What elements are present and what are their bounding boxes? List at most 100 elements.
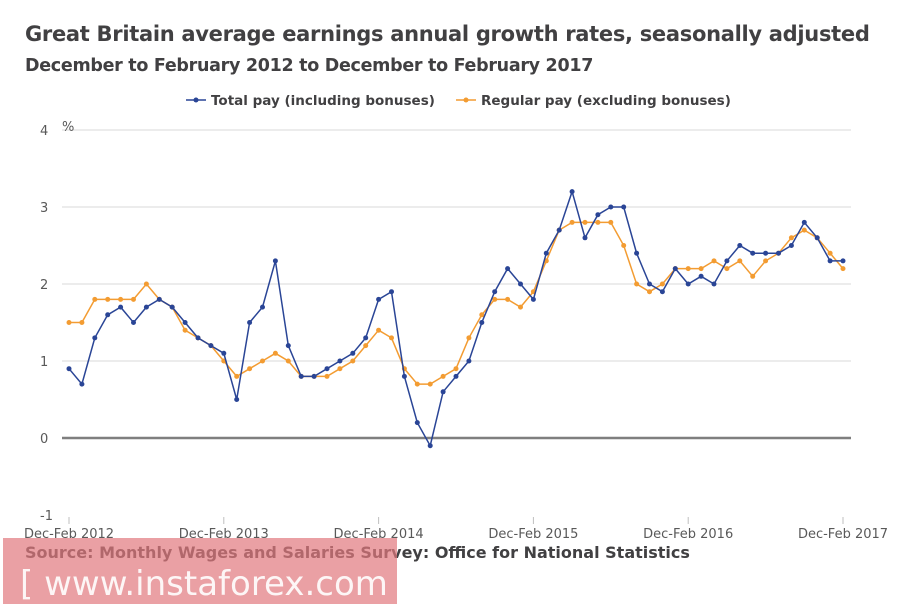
data-point — [698, 266, 704, 272]
watermark-box — [3, 538, 397, 604]
data-point — [414, 381, 420, 387]
legend-item-regular-pay: Regular pay (excluding bonuses) — [456, 93, 731, 109]
data-point — [737, 258, 743, 264]
data-point — [363, 343, 369, 349]
data-point — [608, 219, 614, 225]
data-point — [556, 227, 562, 233]
data-point — [156, 296, 162, 302]
data-point — [763, 258, 769, 264]
y-tick-label: 1 — [40, 355, 48, 370]
series-line — [68, 189, 843, 448]
data-point — [350, 350, 356, 356]
data-point — [569, 219, 575, 225]
x-tick-label: Dec-Feb 2017 — [798, 527, 888, 542]
data-point — [659, 281, 665, 287]
data-point — [788, 235, 794, 241]
data-point — [518, 281, 523, 287]
y-tick-label: 0 — [40, 432, 48, 447]
data-point — [634, 250, 640, 256]
data-point — [492, 296, 498, 302]
data-point — [350, 358, 356, 364]
data-point — [505, 296, 511, 302]
data-point — [272, 350, 278, 356]
data-point — [647, 281, 652, 287]
data-point — [814, 235, 820, 241]
data-point — [118, 304, 124, 310]
data-point — [582, 219, 588, 225]
data-point — [66, 366, 72, 372]
data-point — [337, 358, 343, 364]
data-point — [337, 366, 343, 372]
x-tick-label: Dec-Feb 2016 — [643, 527, 733, 542]
data-point — [776, 250, 781, 256]
data-point — [427, 381, 433, 387]
data-point — [466, 335, 472, 341]
data-point — [247, 366, 253, 372]
data-point — [505, 266, 511, 272]
data-point — [608, 204, 614, 210]
y-tick-label: 4 — [40, 124, 48, 139]
data-point — [324, 373, 330, 379]
data-point — [466, 358, 472, 364]
data-point — [737, 243, 743, 248]
data-point — [208, 343, 214, 349]
data-point — [801, 219, 807, 225]
data-point — [105, 312, 111, 318]
data-point — [479, 312, 485, 318]
data-point — [66, 320, 72, 325]
data-point — [324, 366, 330, 372]
data-point — [750, 273, 756, 279]
chart-title: Great Britain average earnings annual gr… — [25, 22, 870, 46]
y-axis-label: % — [62, 120, 74, 135]
data-point — [131, 296, 136, 302]
data-point — [401, 373, 407, 379]
data-point — [724, 266, 730, 272]
legend-label: Regular pay (excluding bonuses) — [481, 93, 731, 109]
data-point — [131, 320, 136, 325]
data-point — [285, 343, 291, 349]
data-point — [827, 258, 833, 264]
data-point — [788, 243, 794, 248]
data-point — [221, 350, 227, 356]
data-point — [698, 273, 704, 279]
data-point — [711, 258, 717, 264]
data-point — [479, 320, 485, 325]
data-point — [143, 304, 149, 310]
data-point — [363, 335, 369, 341]
data-point — [285, 358, 291, 364]
data-point — [840, 258, 846, 264]
data-point — [376, 327, 382, 333]
data-point — [750, 250, 756, 256]
data-point — [311, 373, 317, 379]
x-tick-label: Dec-Feb 2015 — [488, 527, 578, 542]
legend-label: Total pay (including bonuses) — [211, 93, 435, 109]
data-point — [389, 335, 394, 341]
data-point — [647, 289, 652, 295]
data-point — [763, 250, 769, 256]
data-point — [595, 219, 601, 225]
data-point — [634, 281, 640, 287]
data-point — [453, 373, 459, 379]
data-point — [169, 304, 175, 310]
data-point — [582, 235, 588, 241]
data-point — [376, 296, 382, 302]
data-point — [143, 281, 149, 287]
data-point — [595, 212, 601, 218]
data-point — [427, 443, 433, 449]
data-point — [298, 373, 304, 379]
data-point — [272, 258, 278, 264]
data-point — [247, 320, 253, 325]
watermark: [ www.instaforex.com ] — [20, 564, 412, 604]
y-tick-label: -1 — [40, 509, 53, 524]
chart-subtitle: December to February 2012 to December to… — [25, 56, 594, 76]
series-total-pay — [66, 189, 846, 449]
data-point — [543, 250, 549, 256]
data-point — [105, 296, 111, 302]
data-point — [182, 320, 188, 325]
data-point — [724, 258, 730, 264]
data-point — [234, 397, 240, 402]
data-point — [801, 227, 807, 233]
data-point — [659, 289, 665, 295]
data-point — [685, 266, 691, 272]
